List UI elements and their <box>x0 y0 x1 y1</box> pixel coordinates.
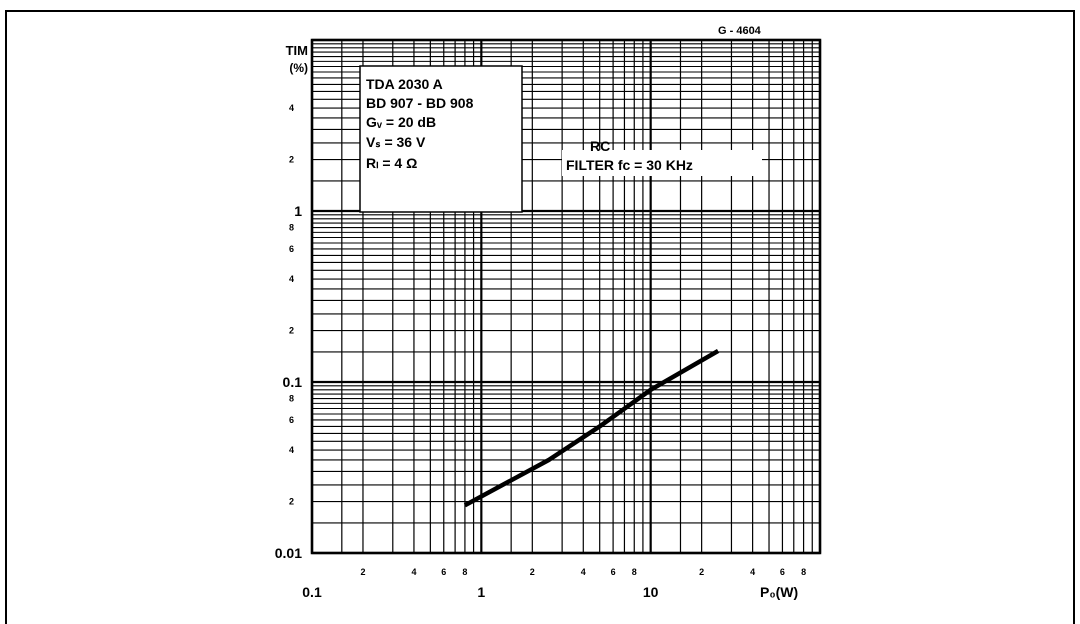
condition-supply: Vₛ = 36 V <box>366 134 426 150</box>
y-tick-label: 8 <box>289 394 294 404</box>
condition-ic: TDA 2030 A <box>366 76 443 92</box>
x-tick-label: 1 <box>477 584 485 600</box>
y-tick-label: 1 <box>294 203 302 219</box>
figure-frame <box>5 10 1075 624</box>
condition-transistors: BD 907 - BD 908 <box>366 95 474 111</box>
x-tick-label: 6 <box>441 567 446 577</box>
y-axis-unit: (%) <box>289 61 308 75</box>
y-tick-label: 4 <box>289 445 294 455</box>
x-tick-label: 8 <box>462 567 467 577</box>
series-layer <box>463 348 720 508</box>
y-axis-label: TIM <box>286 43 308 58</box>
x-tick-label: 10 <box>643 584 659 600</box>
conditions-box: TDA 2030 A BD 907 - BD 908 Gᵥ = 20 dB Vₛ… <box>359 65 523 213</box>
y-tick-label: 4 <box>289 274 294 284</box>
x-tick-label: 8 <box>801 567 806 577</box>
x-axis-label: P₀(W) <box>760 584 798 600</box>
condition-gain: Gᵥ = 20 dB <box>366 114 436 130</box>
figure-reference-code: G - 4604 <box>718 25 762 37</box>
x-tick-label: 8 <box>632 567 637 577</box>
y-tick-label: 0.01 <box>275 545 302 561</box>
x-tick-label: 4 <box>581 567 586 577</box>
plot-border <box>310 38 822 555</box>
y-tick-label: 2 <box>289 326 294 336</box>
series-line <box>463 348 720 508</box>
filter-annotation: RC FILTER fc = 30 KHz <box>562 138 762 176</box>
filter-type-label: RC <box>590 138 610 154</box>
x-tick-label: 2 <box>530 567 535 577</box>
filter-frequency-label: FILTER fc = 30 KHz <box>566 157 693 173</box>
x-tick-label: 2 <box>360 567 365 577</box>
y-tick-label: 4 <box>289 103 294 113</box>
x-tick-label: 4 <box>411 567 416 577</box>
y-tick-label: 6 <box>289 415 294 425</box>
x-tick-label: 2 <box>699 567 704 577</box>
y-tick-label: 2 <box>289 497 294 507</box>
x-tick-label: 6 <box>780 567 785 577</box>
y-tick-label: 2 <box>289 155 294 165</box>
y-tick-label: 6 <box>289 244 294 254</box>
condition-load: Rₗ = 4 Ω <box>366 155 417 171</box>
x-tick-label: 6 <box>611 567 616 577</box>
x-tick-label: 4 <box>750 567 755 577</box>
x-tick-label: 0.1 <box>302 584 322 600</box>
y-tick-label: 0.1 <box>283 374 303 390</box>
y-tick-label: 8 <box>289 223 294 233</box>
